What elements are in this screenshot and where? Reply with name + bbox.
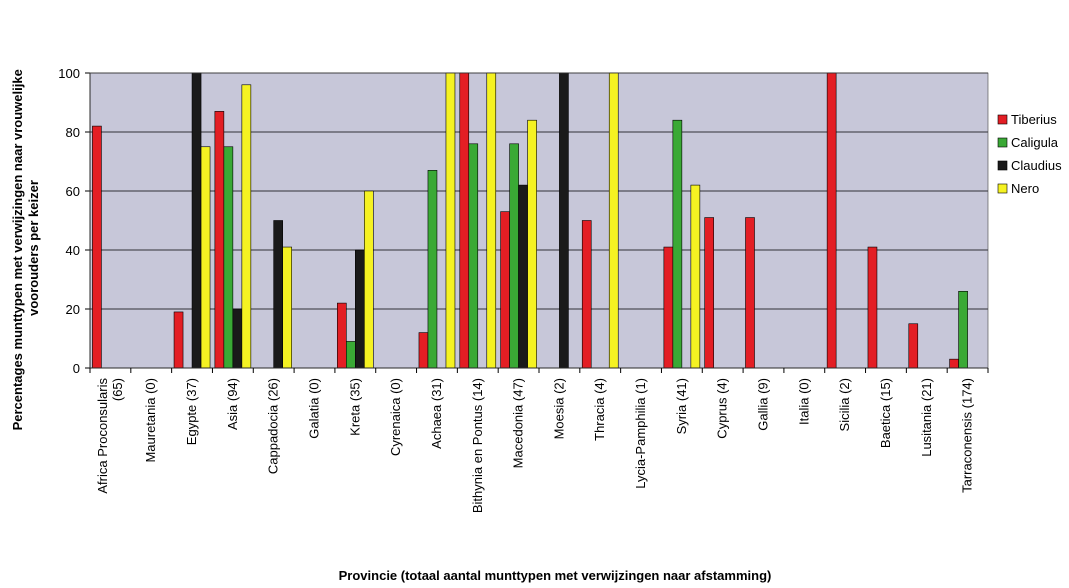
y-tick-label: 60: [66, 184, 80, 199]
y-tick-label: 100: [58, 66, 80, 81]
legend-label-tiberius: Tiberius: [1011, 112, 1057, 127]
bar-claudius: [559, 73, 568, 368]
x-tick-label: Mauretania (0): [143, 378, 158, 463]
bar-nero: [609, 73, 618, 368]
x-tick-label: Baetica (15): [878, 378, 893, 448]
x-tick-label: Cyprus (4): [715, 378, 730, 439]
bar-tiberius: [705, 218, 714, 368]
bar-tiberius: [337, 303, 346, 368]
bar-nero: [487, 73, 496, 368]
bar-nero: [283, 247, 292, 368]
bar-tiberius: [746, 218, 755, 368]
x-tick-label: Macedonia (47): [511, 378, 526, 468]
bar-nero: [528, 120, 537, 368]
x-axis-title: Provincie (totaal aantal munttypen met v…: [339, 568, 772, 583]
x-tick-label: Bithynia en Pontus (14): [470, 378, 485, 513]
legend-label-nero: Nero: [1011, 181, 1039, 196]
x-tick-label: Tarraconensis (174): [960, 378, 975, 493]
legend: Tiberius Caligula Claudius Nero: [998, 112, 1062, 196]
bar-tiberius: [664, 247, 673, 368]
y-axis-title: Percentages munttypen met verwijzingen n…: [10, 66, 41, 431]
legend-label-caligula: Caligula: [1011, 135, 1059, 150]
bar-caligula: [510, 144, 519, 368]
y-axis-title-line-2: voorouders per keizer: [26, 180, 41, 316]
bar-nero: [201, 147, 210, 368]
bar-caligula: [959, 291, 968, 368]
y-tick-label: 20: [66, 302, 80, 317]
legend-label-claudius: Claudius: [1011, 158, 1062, 173]
x-tick-label: Cyrenaica (0): [388, 378, 403, 456]
bar-tiberius: [92, 126, 101, 368]
bar-tiberius: [460, 73, 469, 368]
bar-caligula: [673, 120, 682, 368]
y-axis-title-line-1: Percentages munttypen met verwijzingen n…: [10, 69, 25, 430]
bar-tiberius: [501, 212, 510, 368]
bar-tiberius: [215, 111, 224, 368]
x-tick-label: Kreta (35): [347, 378, 362, 436]
bar-claudius: [233, 309, 242, 368]
legend-swatch-caligula: [998, 138, 1007, 147]
bar-tiberius: [419, 333, 428, 368]
x-tick-label: Lycia-Pamphilia (1): [633, 378, 648, 489]
x-tick-label: Galatia (0): [307, 378, 322, 439]
x-tick-label: Italia (0): [796, 378, 811, 425]
bar-claudius: [192, 73, 201, 368]
bar-caligula: [428, 170, 437, 368]
bar-tiberius: [827, 73, 836, 368]
x-tick-label: Sicilia (2): [837, 378, 852, 431]
bar-tiberius: [868, 247, 877, 368]
bar-tiberius: [174, 312, 183, 368]
bar-nero: [364, 191, 373, 368]
bar-tiberius: [582, 221, 591, 369]
legend-swatch-claudius: [998, 161, 1007, 170]
x-tick-label: Cappadocia (26): [266, 378, 281, 474]
bar-claudius: [519, 185, 528, 368]
x-tick-label: Gallia (9): [756, 378, 771, 431]
y-tick-label: 80: [66, 125, 80, 140]
bar-nero: [242, 85, 251, 368]
x-tick-label: (65): [110, 378, 125, 401]
legend-swatch-tiberius: [998, 115, 1007, 124]
x-tick-label: Egypte (37): [184, 378, 199, 445]
x-tick-label: Achaea (31): [429, 378, 444, 449]
x-tick-label: Lusitania (21): [919, 378, 934, 457]
bar-claudius: [355, 250, 364, 368]
bar-nero: [446, 73, 455, 368]
x-tick-label: Moesia (2): [551, 378, 566, 439]
bar-claudius: [274, 221, 283, 369]
x-tick-label: Africa Proconsularis: [95, 378, 110, 494]
x-tick-label: Asia (94): [225, 378, 240, 430]
y-tick-label: 40: [66, 243, 80, 258]
bar-nero: [691, 185, 700, 368]
x-tick-label: Thracia (4): [592, 378, 607, 441]
bar-caligula: [469, 144, 478, 368]
bar-tiberius: [950, 359, 959, 368]
x-tick-label: Syria (41): [674, 378, 689, 434]
bar-caligula: [224, 147, 233, 368]
bar-tiberius: [909, 324, 918, 368]
bar-caligula: [346, 341, 355, 368]
legend-swatch-nero: [998, 184, 1007, 193]
y-tick-label: 0: [73, 361, 80, 376]
